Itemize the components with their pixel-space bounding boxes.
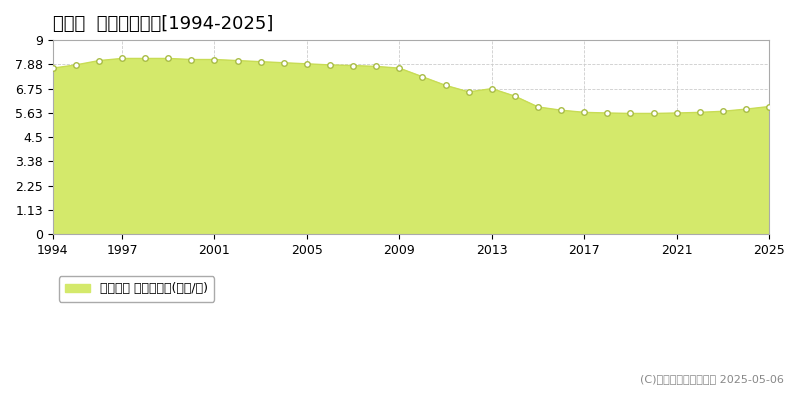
- Text: 上峰町  公示地価推移[1994-2025]: 上峰町 公示地価推移[1994-2025]: [53, 15, 273, 33]
- Text: (C)土地価格ドットコム 2025-05-06: (C)土地価格ドットコム 2025-05-06: [640, 374, 784, 384]
- Legend: 公示地価 平均坪単価(万円/坪): 公示地価 平均坪単価(万円/坪): [59, 276, 214, 302]
